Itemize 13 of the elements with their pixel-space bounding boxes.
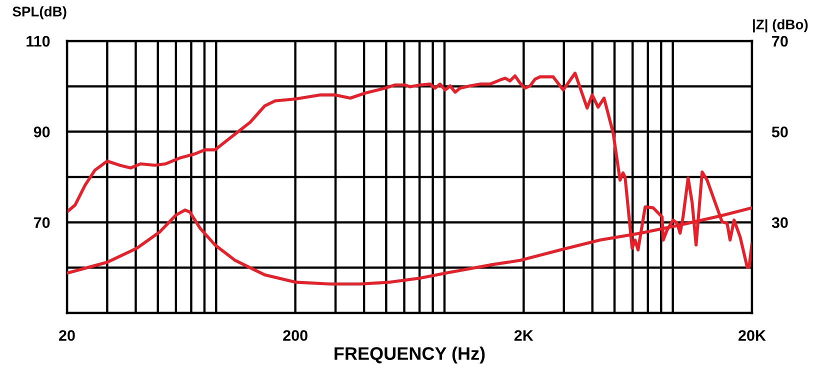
y2-tick-label: 70 (772, 36, 788, 47)
x-tick-label: 200 (283, 330, 308, 341)
y2-tick-label: 50 (772, 126, 788, 138)
x-tick-label: 20 (59, 330, 75, 341)
y-tick-label: 90 (34, 126, 50, 138)
y-tick-label: 110 (26, 36, 50, 47)
x-tick-label: 2K (514, 330, 534, 341)
y-tick-label: 70 (34, 217, 50, 228)
y-axis-title: SPL(dB) (12, 6, 66, 20)
y2-tick-label: 30 (772, 217, 788, 228)
x-axis-title: FREQUENCY (Hz) (334, 346, 485, 364)
y2-axis-title: |Z| (dBo) (753, 19, 808, 32)
x-tick-label: 20K (738, 330, 766, 341)
